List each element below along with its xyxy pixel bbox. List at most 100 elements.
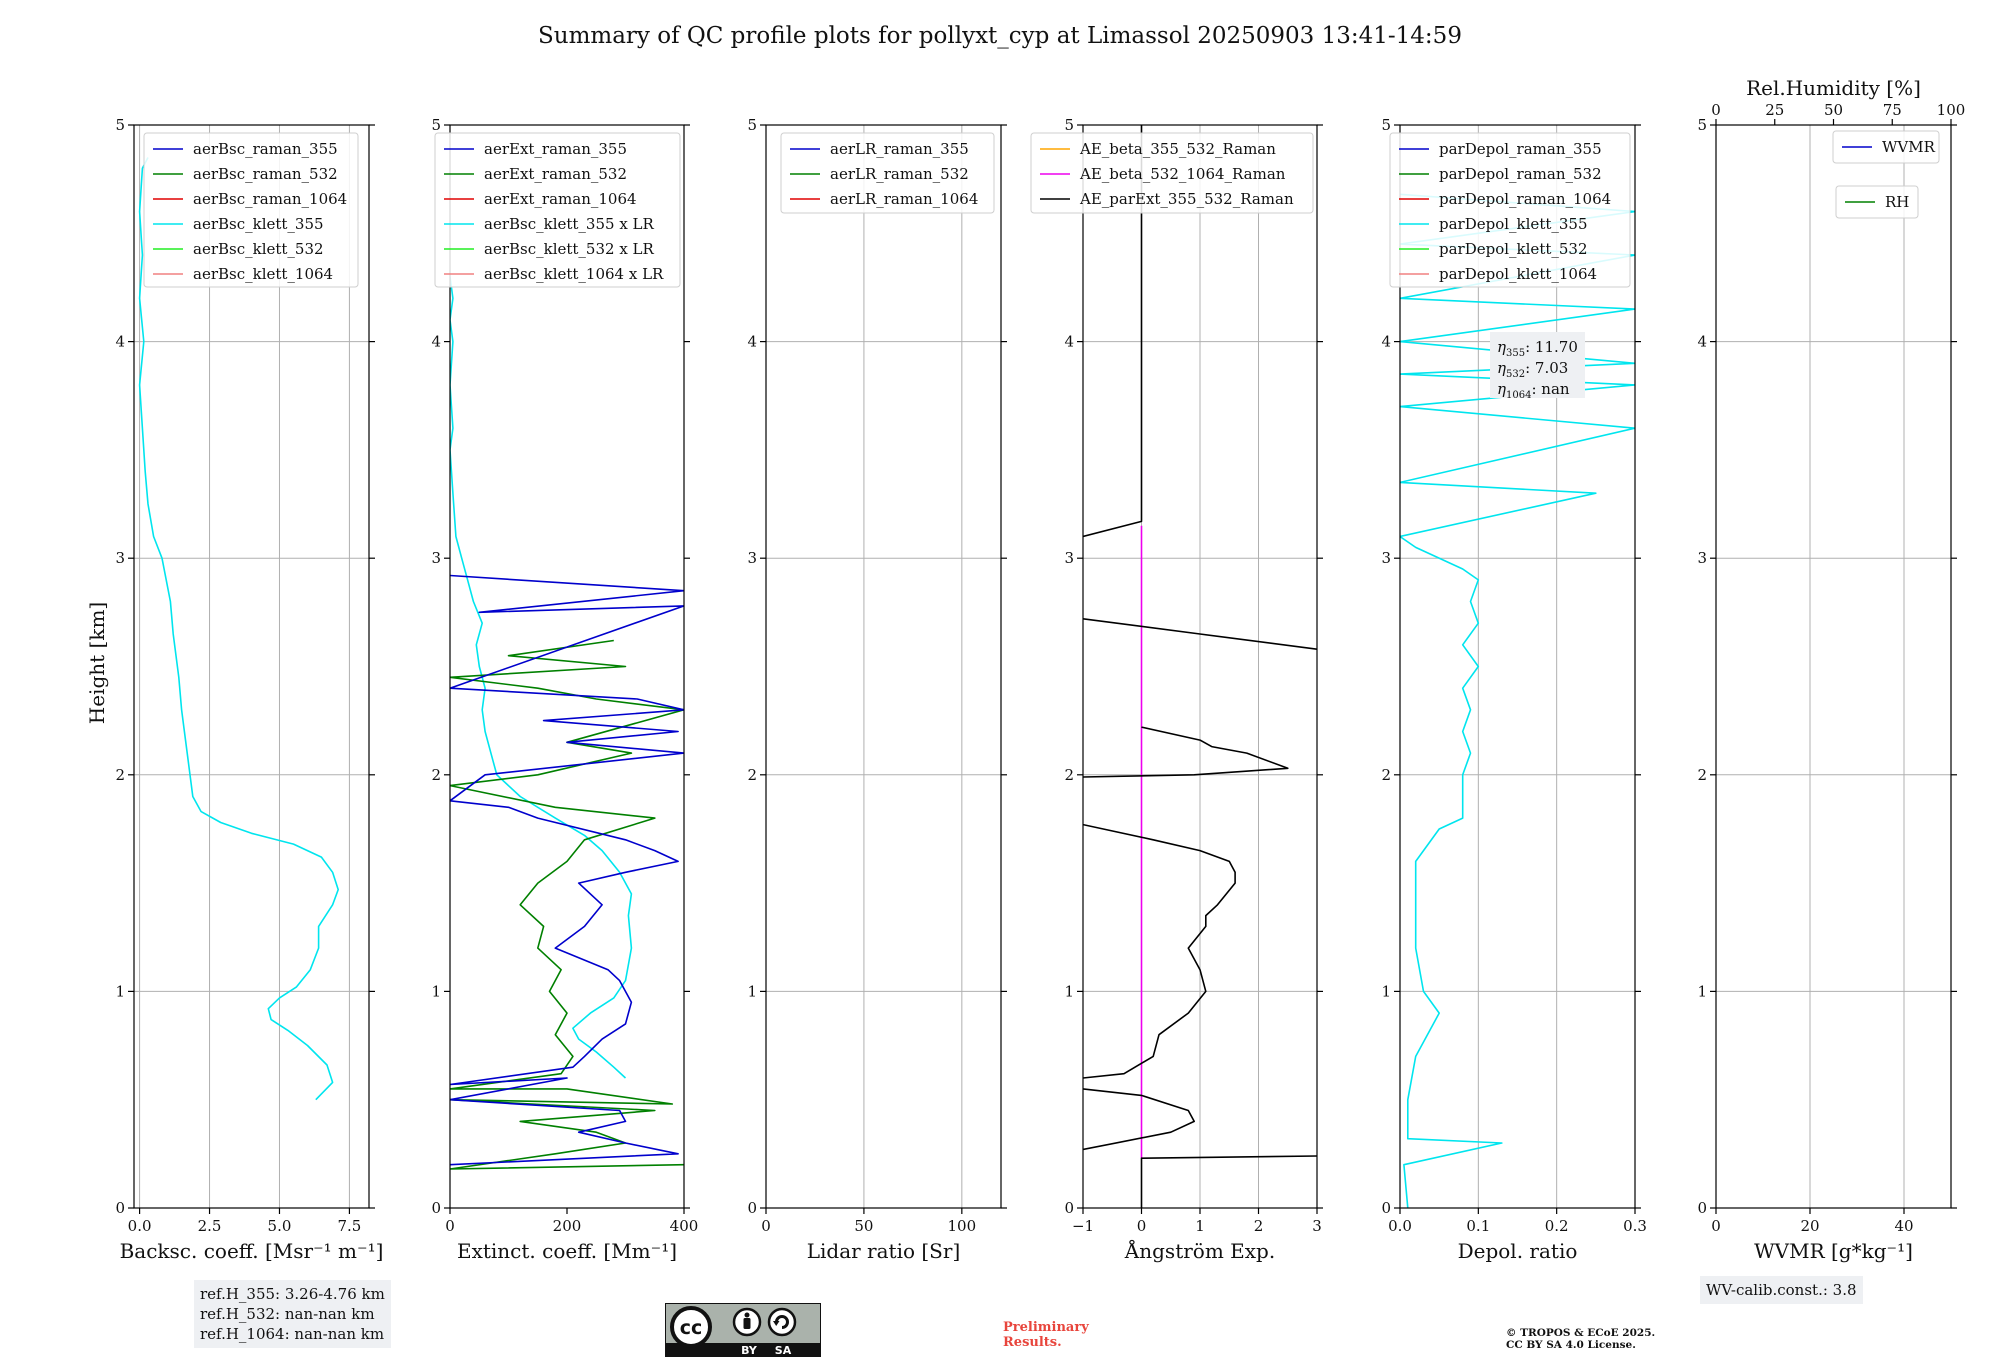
y-tick-label-bsc: 1 [115, 982, 125, 1000]
ref-h-355: ref.H_355: 3.26-4.76 km [200, 1285, 385, 1303]
legend-ext: aerExt_raman_355 aerExt_raman_532 aerExt_r… [434, 132, 681, 288]
x-tick-label-bsc: 5.0 [268, 1217, 292, 1235]
x-tick-label-lr: 50 [854, 1217, 873, 1235]
series-AE_parExt_355_532_Raman [1083, 726, 1289, 778]
x-axis-label-ae: Ångström Exp. [1124, 1238, 1275, 1263]
legend-entry-depol: parDepol_raman_532 [1439, 165, 1602, 183]
legend-entry-depol: parDepol_raman_1064 [1439, 190, 1611, 208]
y-tick-label-ae: 0 [1064, 1199, 1074, 1217]
preliminary-line-2: Results. [1003, 1335, 1062, 1350]
eta-1064: η1064: nan [1497, 380, 1570, 401]
y-tick-label-wv: 4 [1697, 333, 1707, 351]
legend-frame-lr [780, 132, 995, 214]
legend-entry-wv: RH [1885, 193, 1909, 211]
y-tick-label-ae: 5 [1064, 116, 1074, 134]
series-group-bsc [138, 157, 340, 1101]
y-tick-label-bsc: 5 [115, 116, 125, 134]
x-tick-label-ae: 1 [1195, 1217, 1205, 1235]
legend-entry-depol: parDepol_klett_355 [1439, 215, 1588, 233]
eta-532: η532: 7.03 [1497, 359, 1568, 380]
legend-entry-ae: AE_beta_355_532_Raman [1079, 140, 1276, 158]
legend-entry-lr: aerLR_raman_1064 [830, 190, 978, 208]
series-aerBsc_klett_355 [138, 157, 340, 1101]
y-tick-label-lr: 4 [747, 333, 757, 351]
legend-frame-ae [1030, 132, 1314, 214]
legend-entry-ext: aerExt_raman_355 [484, 140, 627, 158]
ref-height-box: ref.H_355: 3.26-4.76 km ref.H_532: nan-n… [194, 1280, 391, 1348]
series-group-ae [1083, 125, 1317, 1208]
panels: 0.0 2.5 5.0 7.5 0 1 2 3 4 5 Backsc. coeff. [Msr⁻¹ … [115, 76, 1965, 1263]
axes-frame-lr [765, 124, 1002, 1209]
legend-entry-depol: parDepol_klett_532 [1439, 240, 1588, 258]
x-tick-label-depol: 0.3 [1623, 1217, 1647, 1235]
ref-h-1064: ref.H_1064: nan-nan km [200, 1325, 385, 1343]
series-AE_parExt_355_532_Raman [1083, 125, 1143, 538]
series-aerExt_raman_355 [450, 574, 684, 1166]
top-x-tick-label-wv: 50 [1824, 101, 1843, 119]
wv-calib-box: WV-calib.const.: 3.8 [1700, 1276, 1863, 1304]
ref-h-532: ref.H_532: nan-nan km [200, 1305, 375, 1323]
y-tick-label-lr: 3 [747, 549, 757, 567]
copyright-line-1: © TROPOS & ECoE 2025. [1506, 1327, 1656, 1339]
legend-frame-bsc [143, 132, 359, 288]
legend-entry-depol: parDepol_klett_1064 [1439, 265, 1597, 283]
legend-entry-ae: AE_beta_532_1064_Raman [1079, 165, 1286, 183]
top-x-tick-label-wv: 25 [1765, 101, 1784, 119]
series-group-ext [450, 276, 684, 1170]
x-axis-label-wv: WVMR [g*kg⁻¹] [1754, 1239, 1913, 1263]
legend-entry-depol: parDepol_raman_355 [1439, 140, 1602, 158]
copyright-note: © TROPOS & ECoE 2025. CC BY SA 4.0 Licen… [1506, 1327, 1655, 1351]
y-tick-label-ext: 4 [431, 333, 441, 351]
legend-wv: WVMR [1832, 130, 1940, 164]
x-axis-label-lr: Lidar ratio [Sr] [807, 1239, 961, 1263]
series-aerExt_raman_532 [450, 639, 684, 1170]
y-tick-label-depol: 0 [1381, 1199, 1391, 1217]
series-AE_parExt_355_532_Raman [1083, 618, 1317, 650]
y-tick-label-ext: 1 [431, 982, 441, 1000]
x-tick-label-bsc: 0.0 [128, 1217, 152, 1235]
legend-entry-lr: aerLR_raman_532 [830, 165, 969, 183]
panel-bsc: 0.0 2.5 5.0 7.5 0 1 2 3 4 5 Backsc. coeff. [Msr⁻¹ … [115, 116, 383, 1263]
legend-entry-bsc: aerBsc_klett_355 [193, 215, 324, 233]
legend-entry-ext: aerBsc_klett_532 x LR [484, 240, 655, 258]
y-tick-label-bsc: 4 [115, 333, 125, 351]
x-tick-label-ext: 0 [445, 1217, 455, 1235]
axes-frame-bsc [133, 124, 370, 1209]
panel-ext: 0 200 400 0 1 2 3 4 5 Extinct. coeff. [Mm⁻¹] aerEx… [431, 116, 698, 1263]
panel-depol: 0.0 0.1 0.2 0.3 0 1 2 3 4 5 Depol. ratio parDepol_r… [1381, 116, 1646, 1263]
copyright-line-2: CC BY SA 4.0 License. [1506, 1339, 1636, 1351]
y-tick-label-bsc: 0 [115, 1199, 125, 1217]
x-axis-label-ext: Extinct. coeff. [Mm⁻¹] [457, 1239, 677, 1263]
x-tick-label-wv: 0 [1711, 1217, 1721, 1235]
y-tick-label-depol: 3 [1381, 549, 1391, 567]
x-tick-label-ae: 2 [1254, 1217, 1264, 1235]
y-tick-label-ae: 2 [1064, 766, 1074, 784]
y-tick-label-ext: 5 [431, 116, 441, 134]
panel-lr: 0 50 100 0 1 2 3 4 5 Lidar ratio [Sr] aerLR_raman_… [747, 116, 1007, 1263]
y-tick-label-lr: 5 [747, 116, 757, 134]
preliminary-line-1: Preliminary [1003, 1320, 1089, 1335]
y-tick-label-lr: 2 [747, 766, 757, 784]
eta-355: η355: 11.70 [1497, 338, 1578, 359]
x-tick-label-ext: 200 [553, 1217, 582, 1235]
y-tick-label-bsc: 2 [115, 766, 125, 784]
legend-bsc: aerBsc_raman_355 aerBsc_raman_532 aerBsc_r… [143, 132, 359, 288]
legend-entry-ext: aerExt_raman_1064 [484, 190, 637, 208]
legend-depol: parDepol_raman_355 parDepol_raman_532 parD… [1389, 132, 1631, 288]
y-tick-label-wv: 2 [1697, 766, 1707, 784]
y-axis-label: Height [km] [85, 602, 109, 724]
legend-entry-bsc: aerBsc_klett_1064 [193, 265, 333, 283]
sa-icon [767, 1307, 797, 1337]
cc-sa-label: SA [775, 1344, 792, 1357]
y-tick-label-ext: 3 [431, 549, 441, 567]
y-tick-label-ae: 4 [1064, 333, 1074, 351]
legend-wv: RH [1835, 185, 1919, 219]
cc-license-badge: cc BY SA [665, 1303, 821, 1357]
x-tick-label-depol: 0.0 [1388, 1217, 1412, 1235]
legend-frame-wv [1835, 185, 1919, 219]
x-tick-label-ae: 0 [1137, 1217, 1147, 1235]
y-tick-label-depol: 5 [1381, 116, 1391, 134]
axes-frame-wv [1715, 124, 1952, 1209]
cc-icon [670, 1306, 712, 1348]
